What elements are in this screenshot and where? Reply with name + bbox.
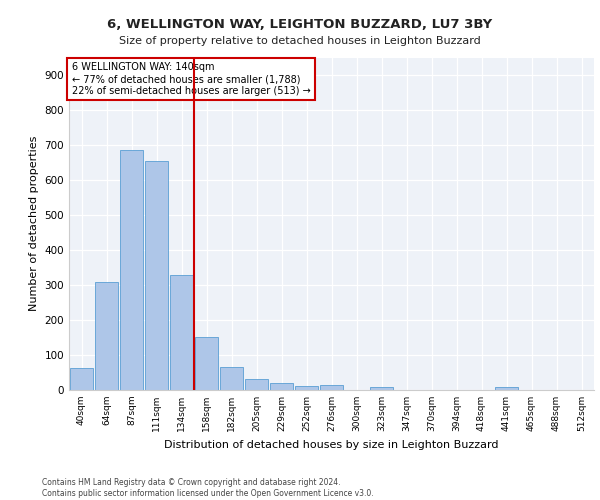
Bar <box>320 386 343 390</box>
X-axis label: Distribution of detached houses by size in Leighton Buzzard: Distribution of detached houses by size … <box>164 440 499 450</box>
Bar <box>145 161 168 390</box>
Bar <box>170 274 193 390</box>
Bar <box>70 368 93 390</box>
Text: 6, WELLINGTON WAY, LEIGHTON BUZZARD, LU7 3BY: 6, WELLINGTON WAY, LEIGHTON BUZZARD, LU7… <box>107 18 493 30</box>
Bar <box>370 387 393 390</box>
Bar <box>270 383 293 390</box>
Bar <box>220 367 243 390</box>
Bar <box>295 386 318 390</box>
Bar <box>95 282 118 390</box>
Text: Size of property relative to detached houses in Leighton Buzzard: Size of property relative to detached ho… <box>119 36 481 46</box>
Y-axis label: Number of detached properties: Number of detached properties <box>29 136 39 312</box>
Bar <box>245 379 268 390</box>
Text: 6 WELLINGTON WAY: 140sqm
← 77% of detached houses are smaller (1,788)
22% of sem: 6 WELLINGTON WAY: 140sqm ← 77% of detach… <box>71 62 310 96</box>
Bar <box>120 150 143 390</box>
Bar <box>195 337 218 390</box>
Bar <box>495 386 518 390</box>
Text: Contains HM Land Registry data © Crown copyright and database right 2024.
Contai: Contains HM Land Registry data © Crown c… <box>42 478 374 498</box>
